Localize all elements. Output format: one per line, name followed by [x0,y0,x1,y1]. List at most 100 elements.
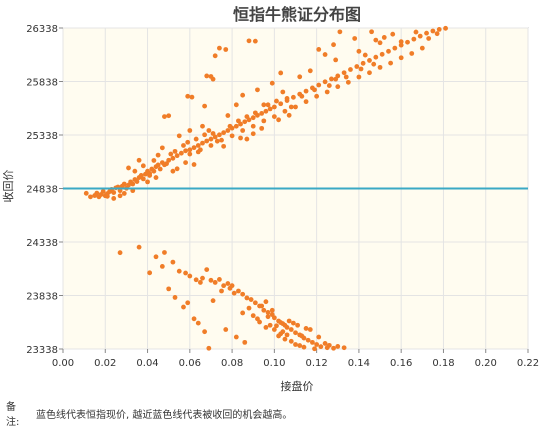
data-point [259,303,265,309]
data-point [195,143,201,148]
data-point [206,128,212,133]
data-point [134,179,140,184]
data-point [278,70,284,76]
x-tick-label: 0.12 [306,358,328,369]
data-point [170,259,176,265]
data-point [238,135,243,141]
data-point [419,45,425,51]
data-point [193,136,199,142]
data-point [159,145,165,151]
note-text: 蓝色线代表恒指现价, 越近蓝色线代表被收回的机会越高。 [36,410,293,421]
data-point [390,31,396,37]
data-point [236,118,241,124]
x-tick-label: 0.20 [475,358,497,369]
data-point [318,344,324,350]
chart-title: 恒指牛熊证分布图 [233,5,361,24]
data-point [208,136,214,142]
data-point [246,305,252,311]
data-point [174,166,180,172]
data-point [436,26,442,32]
data-point [314,342,320,347]
data-point [200,275,205,281]
data-point [398,55,404,61]
y-tick-label: 25338 [26,131,58,142]
data-point [151,158,157,163]
data-point [358,66,364,72]
data-point [377,40,383,46]
data-point [244,136,250,142]
data-point [229,283,235,289]
data-point [147,173,153,178]
data-point [172,148,178,154]
data-point [208,277,214,283]
data-point [176,268,182,274]
data-point [111,196,117,201]
data-point [286,112,292,118]
data-point [282,108,288,114]
data-point [217,45,222,51]
data-point [307,327,313,332]
data-point [185,139,191,145]
data-point [424,30,429,36]
data-point [212,134,218,140]
data-point [341,70,347,76]
data-point [324,89,330,95]
data-point [297,343,303,348]
data-point [379,51,385,57]
data-point [430,28,436,34]
data-point [261,118,267,124]
data-point [367,70,372,76]
data-point [299,93,305,99]
data-point [94,190,100,196]
data-point [250,123,256,129]
data-point [405,39,410,45]
data-point [310,339,315,345]
data-point [276,333,281,339]
data-point [181,143,186,148]
data-point [290,320,296,326]
data-point [280,329,286,335]
data-point [195,320,201,326]
data-point [301,344,307,350]
data-point [210,131,216,136]
data-point [331,345,336,351]
data-point [174,153,180,159]
data-point [136,244,142,250]
data-point [316,334,322,340]
data-point [443,25,448,31]
data-point [295,322,301,328]
data-point [221,143,227,149]
data-point [284,324,290,330]
data-point [178,150,184,156]
data-points [83,25,448,352]
data-point [335,344,341,349]
data-point [191,316,197,322]
data-point [187,147,193,153]
data-point [83,190,89,196]
data-point [193,277,199,283]
data-point [88,194,93,200]
data-point [244,114,250,119]
data-point [183,160,188,166]
data-point [200,140,205,146]
data-point [322,52,328,57]
data-point [297,74,303,80]
data-point [225,128,231,133]
data-point [153,254,159,260]
data-point [187,128,193,133]
data-point [265,314,271,320]
y-tick-label: 23838 [26,292,58,303]
data-point [240,310,246,316]
data-point [267,322,273,328]
data-point [130,181,136,187]
data-point [305,337,311,343]
data-point [155,162,161,168]
data-point [164,161,169,167]
data-point [183,148,188,154]
data-point [223,47,229,52]
data-point [155,152,161,158]
data-point [168,151,174,157]
x-axis-ticks: 0.00 0.02 0.04 0.06 0.08 0.10 0.12 0.14 0.16 0.18… [52,349,539,369]
y-axis-label: 收回价 [1,170,15,203]
data-point [227,123,233,129]
